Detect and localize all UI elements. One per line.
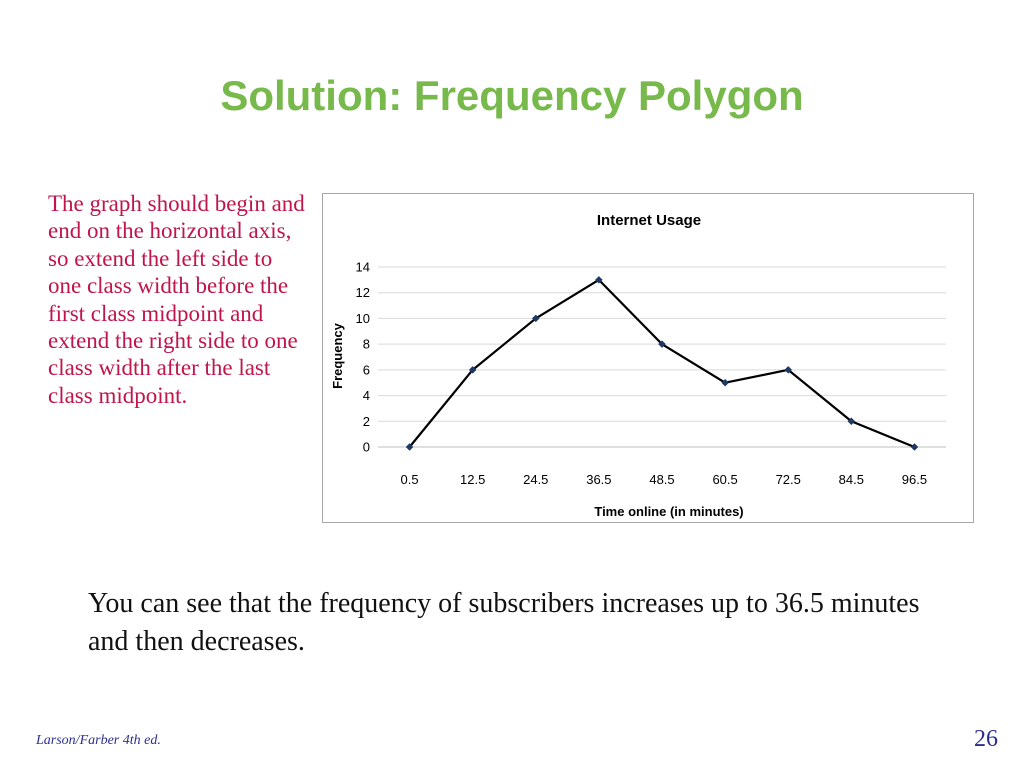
x-tick-labels: 0.5 12.5 24.5 36.5 48.5 60.5 72.5 84.5 96.5 <box>401 472 928 487</box>
data-point-marker <box>910 443 919 451</box>
y-tick-label: 12 <box>356 285 370 300</box>
explanation-note: The graph should begin and end on the ho… <box>48 191 305 408</box>
data-point-marker <box>595 276 603 284</box>
slide-title: Solution: Frequency Polygon <box>220 72 804 119</box>
y-tick-label: 10 <box>356 311 370 326</box>
x-tick-label: 24.5 <box>523 472 548 487</box>
x-tick-label: 36.5 <box>586 472 611 487</box>
data-point-marker <box>468 366 477 374</box>
data-point-marker <box>784 366 793 374</box>
footer-citation: Larson/Farber 4th ed. <box>36 733 161 748</box>
page-number: 26 <box>974 726 998 752</box>
data-point-marker <box>658 340 666 348</box>
data-point-marker <box>847 417 856 426</box>
x-axis-label: Time online (in minutes) <box>594 504 743 519</box>
y-tick-label: 8 <box>363 337 370 352</box>
summary-caption: You can see that the frequency of subscr… <box>88 588 920 657</box>
y-tick-label: 2 <box>363 414 370 429</box>
data-point-marker <box>721 378 729 387</box>
x-tick-label: 60.5 <box>712 472 737 487</box>
x-tick-label: 48.5 <box>649 472 674 487</box>
y-tick-label: 14 <box>356 260 370 275</box>
y-tick-labels: 0 2 4 6 8 10 12 14 <box>356 260 370 455</box>
y-tick-label: 6 <box>363 362 370 377</box>
data-point-marker <box>531 314 540 323</box>
x-tick-label: 96.5 <box>902 472 927 487</box>
y-tick-label: 4 <box>363 388 370 403</box>
y-axis-label: Frequency <box>330 322 345 389</box>
x-tick-label: 0.5 <box>401 472 419 487</box>
chart-title: Internet Usage <box>597 212 701 229</box>
x-tick-label: 12.5 <box>460 472 485 487</box>
x-tick-label: 72.5 <box>776 472 801 487</box>
frequency-polygon-chart: 0 2 4 6 8 10 12 14 0.5 12.5 24.5 36.5 48.5 60.5 72.5 8… <box>330 212 946 519</box>
x-tick-label: 84.5 <box>839 472 864 487</box>
data-series <box>405 276 919 451</box>
data-point-marker <box>405 443 414 451</box>
chart-container: 0 2 4 6 8 10 12 14 0.5 12.5 24.5 36.5 48.5 60.5 72.5 8… <box>322 193 974 523</box>
gridlines <box>378 266 946 448</box>
series-line <box>408 278 915 449</box>
y-tick-label: 0 <box>363 440 370 455</box>
